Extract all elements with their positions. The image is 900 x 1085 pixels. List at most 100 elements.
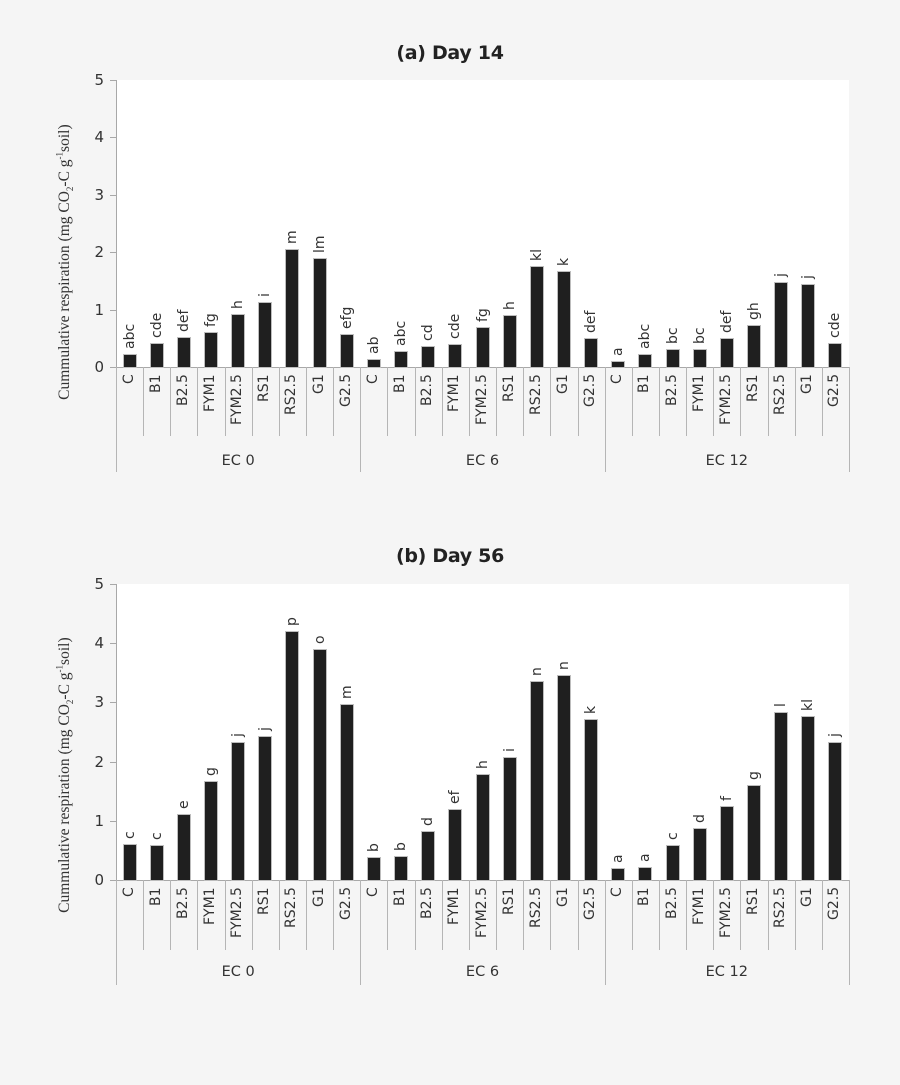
category-separator [333,880,334,950]
bar [557,675,570,880]
significance-letter: ef [447,790,464,804]
category-separator [496,367,497,436]
significance-letter: o [311,635,328,645]
bar [123,354,136,367]
category-separator [578,367,579,436]
y-tick-label: 2 [94,753,104,771]
category-label: C [120,887,137,897]
significance-letter: h [501,301,518,310]
significance-letter: g [745,771,762,781]
y-tick-label: 4 [94,128,104,146]
bar [503,758,516,880]
category-separator [740,880,741,950]
group-separator [605,880,606,985]
bar [557,271,570,367]
category-label: RS2.5 [527,887,544,928]
y-tick [110,762,116,763]
category-separator [225,367,226,436]
group-label: EC 12 [705,964,748,980]
category-label: RS1 [256,374,273,402]
category-label: FYM2.5 [473,887,490,938]
category-label: G2.5 [826,886,843,920]
category-separator [279,880,280,950]
bar [585,338,598,367]
x-axis [116,880,850,881]
category-separator [387,367,388,436]
significance-letter: d [691,814,708,824]
bar [476,775,489,880]
significance-letter: b [393,842,410,851]
y-tick [110,584,116,585]
category-separator [550,880,551,950]
y-tick [110,310,116,311]
significance-letter: c [148,832,165,841]
category-label: FYM2.5 [717,374,734,425]
bar [476,327,489,367]
significance-letter: b [365,843,382,853]
y-tick-label: 4 [94,634,104,652]
significance-letter: c [121,831,138,840]
category-separator [279,367,280,436]
significance-letter: j [230,733,247,738]
category-label: G1 [799,374,816,394]
category-separator [740,367,741,436]
significance-letter: cde [447,313,464,340]
category-label: RS1 [744,374,761,402]
significance-letter: def [175,309,192,332]
category-label: C [364,374,381,384]
significance-letter: a [637,853,654,863]
category-label: RS2.5 [283,887,300,928]
significance-letter: d [420,817,437,827]
y-tick-label: 2 [94,243,104,261]
bar [585,720,598,880]
bar [367,360,380,367]
category-separator [143,367,144,436]
category-label: RS2.5 [772,887,789,928]
significance-letter: a [610,347,627,356]
significance-letter: i [257,292,274,297]
category-label: G1 [310,887,327,907]
chart-title: (b) Day 56 [395,545,505,567]
bar [286,631,299,880]
significance-letter: l [773,703,790,708]
category-separator [197,367,198,436]
category-separator [713,880,714,950]
y-tick [110,137,116,138]
bar [313,650,326,880]
bar [720,807,733,880]
significance-letter: abc [637,323,654,349]
category-label: G2.5 [337,886,354,920]
bar [395,352,408,367]
category-label: FYM1 [202,374,219,412]
y-tick-label: 1 [94,301,104,319]
significance-letter: f [718,796,735,802]
bar [666,350,679,367]
category-separator [469,880,470,950]
y-tick [110,643,116,644]
y-tick-label: 5 [94,71,104,89]
category-separator [822,367,823,436]
category-separator [659,367,660,436]
category-label: G2.5 [582,373,599,407]
category-label: FYM1 [690,887,707,925]
category-label: C [609,887,626,897]
category-label: FYM2.5 [229,887,246,938]
category-separator [496,880,497,950]
significance-letter: m [284,230,301,245]
category-separator [550,367,551,436]
category-label: G2.5 [582,886,599,920]
bar [639,868,652,880]
group-label: EC 12 [705,453,748,469]
significance-letter: n [555,660,572,670]
group-separator [116,367,117,472]
category-label: FYM1 [202,887,219,925]
y-tick [110,252,116,253]
significance-letter: bc [691,327,708,345]
category-separator [713,367,714,436]
bar [205,781,218,880]
bar [693,829,706,880]
bar [747,325,760,367]
y-tick [110,821,116,822]
significance-letter: j [257,727,274,732]
category-label: FYM1 [446,374,463,412]
